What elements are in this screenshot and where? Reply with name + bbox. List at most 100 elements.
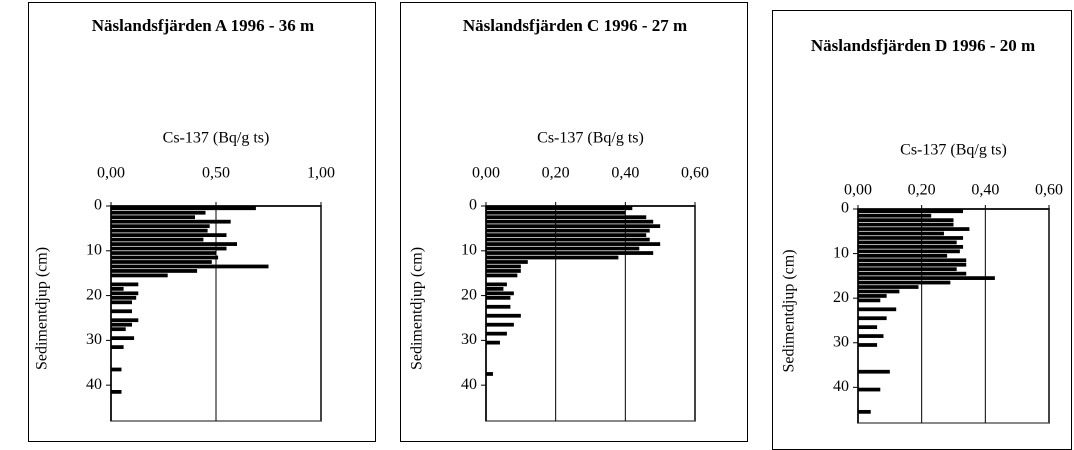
x-tick-label: 1,00 [307,165,335,182]
bar [486,224,661,229]
page: {"chart_data": [ {"type": "bar", "orient… [28,2,1072,450]
bar [858,245,964,249]
bar [858,369,890,374]
bar [858,285,919,289]
chart: 0,00 0,20 0,40 0,60 Cs-137 (Bq/g ts) 0 10 20 30 4… [781,142,1063,424]
bar [111,327,126,332]
bar [486,340,500,345]
bar [486,304,511,309]
bar [111,269,198,273]
chart: 0,00 0,20 0,40 0,60 Cs-137 (Bq/g ts) 0 10 20 30 4… [409,130,709,422]
bar [858,213,932,218]
bar [858,280,951,285]
chart-panel: Näslandsfjärden A 1996 - 36 m 0,00 0,50 1,0… [28,2,376,442]
bar [111,295,137,300]
chart-panel: Näslandsfjärden C 1996 - 27 m 0,00 0,20 0,4… [400,2,748,442]
bar [111,264,269,269]
bar [111,242,237,246]
bar [858,209,964,214]
bar [111,255,219,260]
y-tick-label: 10 [86,241,102,258]
y-axis-label: Sedimentdjup (cm) [409,247,426,370]
bar [111,219,231,224]
x-tick-label: 0,50 [202,165,230,182]
bar [486,237,650,242]
bar [111,224,210,229]
bar [486,273,518,278]
bar [858,294,887,298]
x-tick-label: 0,20 [908,182,936,199]
bar [111,210,206,215]
y-tick-label: 0 [841,200,849,217]
bar [486,291,514,296]
bar [858,325,878,330]
bar [486,219,654,224]
bar [486,295,511,300]
bar [858,343,878,347]
bar [111,300,132,305]
bar [111,215,195,220]
x-tick-label: 0,40 [611,165,639,182]
x-tick-label: 0,60 [1035,182,1063,199]
bar [111,291,139,296]
bar [486,242,661,246]
bar [111,345,124,349]
bar [486,206,633,211]
bar [111,322,132,327]
x-tick-label: 0,00 [97,165,125,182]
x-tick-label: 0,60 [681,165,709,182]
chart-panel: Näslandsfjärden D 1996 - 20 m 0,00 0,20 0,4… [772,10,1072,450]
bar [486,215,647,220]
bar [858,262,967,267]
bar [858,409,871,414]
x-tick-label: 0,20 [542,165,570,182]
y-tick-label: 20 [461,286,477,303]
x-axis-label: Cs-137 (Bq/g ts) [900,142,1007,159]
bar [111,273,168,278]
bar [111,246,227,251]
bar [111,390,122,394]
x-axis-label: Cs-137 (Bq/g ts) [537,130,644,147]
bar [486,264,521,269]
bar [858,298,881,303]
y-tick-label: 40 [461,376,477,393]
y-tick-label: 20 [86,286,102,303]
chart-title: Näslandsfjärden D 1996 - 20 m [810,36,1036,55]
y-axis-label: Sedimentdjup (cm) [781,249,798,372]
bar [486,228,650,233]
bar [486,322,514,327]
bar [486,210,626,215]
bar [111,251,216,255]
bar [858,289,900,294]
bar [111,336,135,341]
y-tick-label: 40 [86,376,102,393]
bar [858,387,881,392]
bar [858,267,957,272]
y-tick-label: 10 [461,241,477,258]
x-axis-label: Cs-137 (Bq/g ts) [163,130,270,147]
bar [486,331,507,336]
bar [858,231,944,236]
y-tick-label: 0 [469,197,477,214]
bar [858,316,887,321]
bar [486,372,493,376]
bar [111,233,227,237]
bar [486,260,528,264]
chart: 0,00 0,50 1,00 Cs-137 (Bq/g ts) 0 10 20 30 40 Sed… [34,130,335,422]
y-tick-label: 40 [833,378,849,395]
bar [486,286,504,291]
y-axis-label: Sedimentdjup (cm) [34,247,51,370]
bar [858,236,964,240]
bar [486,233,647,237]
x-tick-label: 0,00 [844,182,872,199]
bar [111,260,212,264]
bar [858,334,884,338]
bar [858,258,967,263]
chart-title: Näslandsfjärden A 1996 - 36 m [91,16,315,35]
y-tick-label: 20 [833,289,849,306]
bar [111,282,139,287]
bar [486,282,507,287]
bar [858,240,957,245]
bar [486,251,654,255]
bar [858,227,970,231]
